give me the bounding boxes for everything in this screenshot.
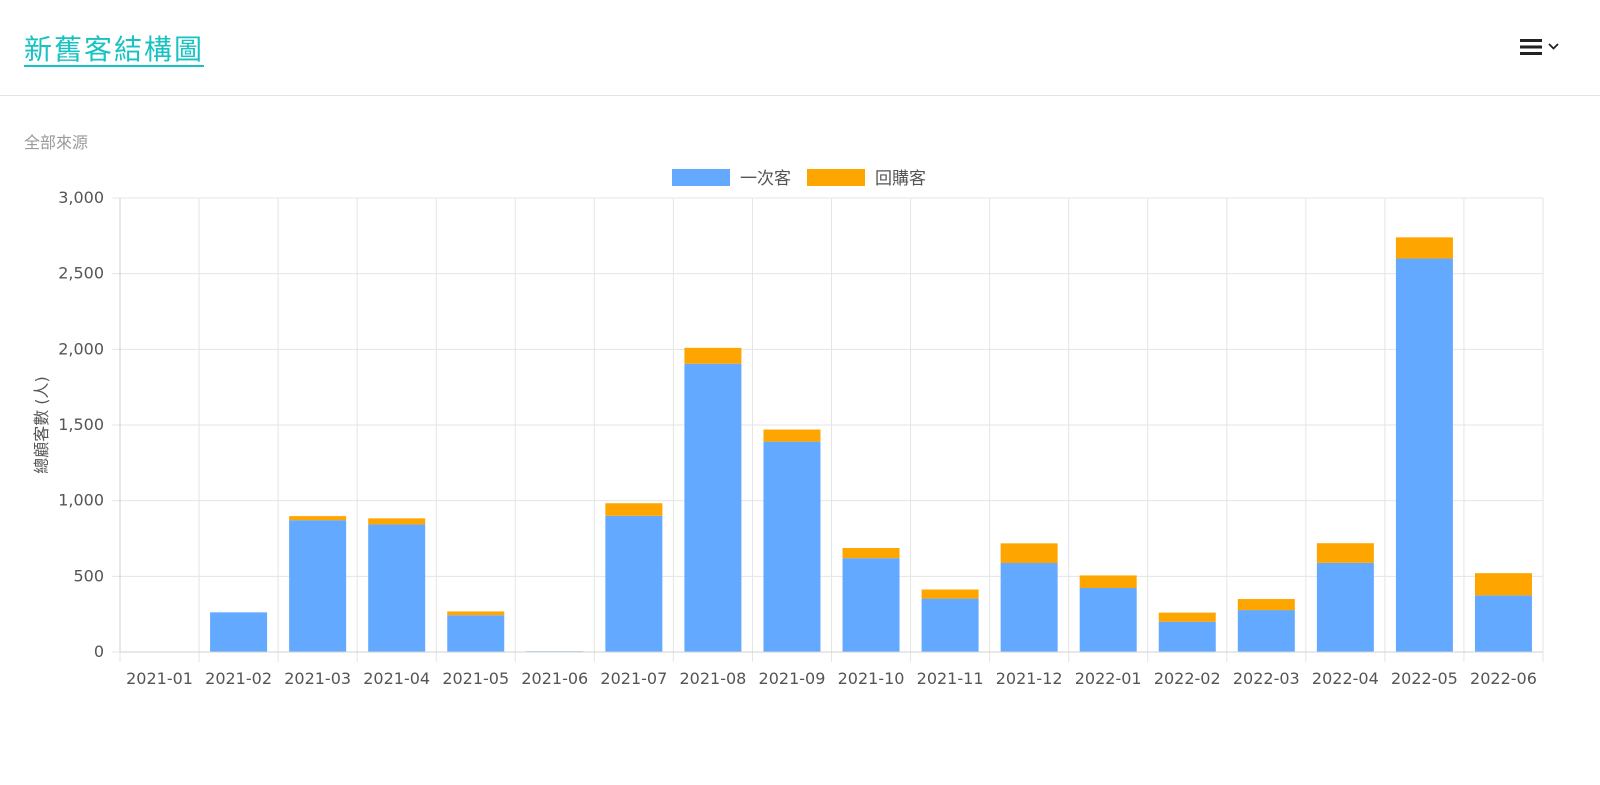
- bar-returning-2021-09[interactable]: [763, 429, 821, 442]
- grid-layer: [112, 197, 1544, 662]
- x-tick-label: 2022-05: [1391, 669, 1458, 688]
- bar-first-time-2021-10[interactable]: [842, 558, 900, 652]
- bar-first-time-2022-03[interactable]: [1237, 610, 1295, 652]
- x-tick-label: 2021-01: [126, 669, 193, 688]
- x-tick-label: 2021-10: [838, 669, 905, 688]
- page-title[interactable]: 新舊客結構圖: [24, 33, 205, 66]
- x-tick-label: 2021-08: [679, 669, 746, 688]
- chart-subtitle: 全部來源: [24, 133, 89, 152]
- x-tick-label: 2021-05: [442, 669, 509, 688]
- bar-first-time-2021-03[interactable]: [289, 520, 347, 652]
- legend-label-returning[interactable]: 回購客: [875, 169, 926, 189]
- bar-first-time-2021-12[interactable]: [1000, 563, 1058, 652]
- y-tick-label: 0: [94, 642, 104, 661]
- bar-returning-2022-05[interactable]: [1395, 237, 1453, 259]
- y-tick-label: 1,500: [58, 415, 104, 434]
- bar-first-time-2021-11[interactable]: [921, 598, 979, 652]
- legend-layer: 一次客 回購客: [672, 169, 926, 189]
- x-tick-label: 2022-06: [1470, 669, 1537, 688]
- bar-first-time-2022-05[interactable]: [1395, 258, 1453, 652]
- x-tick-label: 2021-07: [600, 669, 667, 688]
- y-tick-label: 3,000: [58, 188, 104, 207]
- legend-swatch-returning[interactable]: [807, 169, 865, 186]
- bar-first-time-2021-04[interactable]: [368, 524, 426, 652]
- x-tick-label: 2021-06: [521, 669, 588, 688]
- bar-first-time-2022-04[interactable]: [1316, 562, 1374, 652]
- bar-returning-2022-04[interactable]: [1316, 543, 1374, 563]
- y-tick-label: 2,000: [58, 339, 104, 358]
- bar-returning-2021-12[interactable]: [1000, 543, 1058, 564]
- y-axis-title: 總顧客數 (人): [32, 376, 51, 474]
- bar-first-time-2022-02[interactable]: [1158, 621, 1216, 652]
- bar-returning-2021-04[interactable]: [368, 518, 426, 525]
- bar-first-time-2022-06[interactable]: [1474, 595, 1532, 652]
- bar-returning-2021-11[interactable]: [921, 589, 979, 599]
- x-tick-label: 2022-01: [1075, 669, 1142, 688]
- bar-returning-2021-08[interactable]: [684, 347, 742, 364]
- x-tick-label: 2021-09: [759, 669, 826, 688]
- legend-label-first-time[interactable]: 一次客: [740, 169, 791, 189]
- x-tick-label: 2021-11: [917, 669, 984, 688]
- bar-first-time-2021-09[interactable]: [763, 441, 821, 652]
- bar-returning-2022-01[interactable]: [1079, 575, 1137, 588]
- header-bar: 新舊客結構圖: [0, 0, 1600, 96]
- axis-layer: 0 500 1,000 1,500 2,000 2,500 3,000 2021-01 2021…: [32, 188, 1543, 688]
- chevron-down-icon: [1548, 43, 1559, 50]
- x-tick-label: 2021-12: [996, 669, 1063, 688]
- bar-first-time-2022-01[interactable]: [1079, 587, 1137, 652]
- chart-menu-button[interactable]: [1520, 36, 1572, 60]
- hamburger-menu-icon: [1520, 39, 1559, 55]
- y-tick-label: 500: [73, 566, 104, 585]
- y-tick-label: 1,000: [58, 491, 104, 510]
- bar-first-time-2021-08[interactable]: [684, 363, 742, 652]
- legend-swatch-first-time[interactable]: [672, 169, 730, 186]
- x-tick-label: 2021-04: [363, 669, 430, 688]
- y-tick-label: 2,500: [58, 264, 104, 283]
- bar-layer: [210, 237, 1532, 653]
- bar-returning-2022-02[interactable]: [1158, 612, 1216, 622]
- bar-returning-2021-10[interactable]: [842, 548, 900, 559]
- x-tick-label: 2021-02: [205, 669, 272, 688]
- bar-first-time-2021-07[interactable]: [605, 515, 663, 652]
- x-tick-label: 2021-03: [284, 669, 351, 688]
- x-tick-label: 2022-03: [1233, 669, 1300, 688]
- x-tick-label: 2022-04: [1312, 669, 1379, 688]
- bar-returning-2021-05[interactable]: [447, 611, 505, 616]
- bar-returning-2021-07[interactable]: [605, 503, 663, 516]
- bar-first-time-2021-05[interactable]: [447, 615, 505, 652]
- bar-first-time-2021-02[interactable]: [210, 612, 268, 652]
- bar-returning-2021-03[interactable]: [289, 516, 347, 521]
- bar-returning-2022-03[interactable]: [1237, 599, 1295, 611]
- bar-returning-2022-06[interactable]: [1474, 573, 1532, 596]
- x-tick-label: 2022-02: [1154, 669, 1221, 688]
